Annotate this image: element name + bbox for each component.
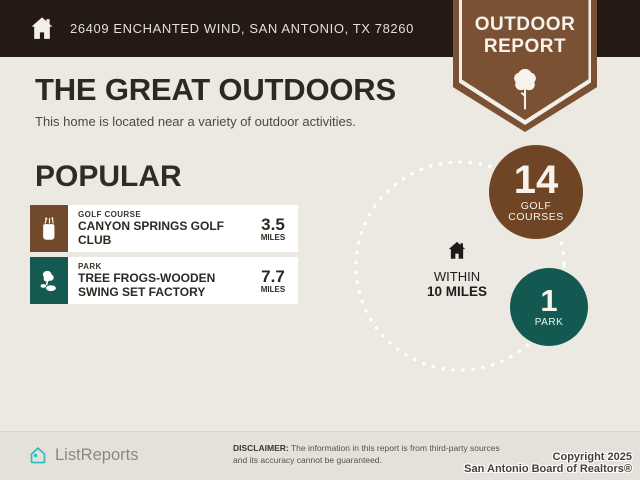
listreports-logo-icon: [30, 447, 46, 464]
disclaimer-label: DISCLAIMER:: [233, 443, 289, 453]
item-distance: 7.7: [261, 266, 285, 286]
golf-label-line2: COURSES: [508, 211, 564, 223]
golf-courses-bubble: 14 GOLF COURSES: [489, 145, 583, 239]
disclaimer-body: The information in this report is from t…: [233, 443, 500, 465]
within-miles: 10 MILES: [426, 284, 488, 299]
item-name: TREE FROGS-WOODEN SWING SET FACTORY: [78, 271, 216, 299]
item-distance: 3.5: [261, 214, 285, 234]
within-radius-label: WITHIN 10 MILES: [397, 240, 517, 299]
within-text: WITHIN: [433, 269, 481, 284]
footer-bar: ListReports DISCLAIMER: The information …: [0, 431, 640, 480]
outdoor-report-badge: OUTDOOR REPORT: [453, 0, 597, 132]
popular-list: GOLF COURSE CANYON SPRINGS GOLF CLUB 3.5…: [30, 205, 298, 309]
house-icon: [448, 241, 466, 259]
tree-icon: [514, 68, 536, 110]
park-tree-icon: [40, 270, 56, 291]
park-bubble: 1 PARK: [510, 268, 588, 346]
golf-label-line1: GOLF: [520, 200, 552, 212]
park-tile: [30, 257, 68, 304]
page-subtitle: This home is located near a variety of o…: [35, 114, 356, 129]
badge-title-line2: REPORT: [483, 36, 567, 57]
popular-heading: POPULAR: [35, 160, 182, 193]
item-distance-unit: MILES: [260, 232, 286, 242]
badge-title-line1: OUTDOOR: [474, 14, 576, 35]
park-count: 1: [540, 283, 558, 318]
item-category: GOLF COURSE: [78, 210, 142, 219]
copyright-notice: Copyright 2025 San Antonio Board of Real…: [464, 451, 632, 475]
copyright-line1: Copyright 2025: [552, 451, 632, 463]
copyright-line2: San Antonio Board of Realtors®: [464, 463, 632, 475]
radius-dotted-circle: [354, 160, 566, 372]
list-item-golf-course: GOLF COURSE CANYON SPRINGS GOLF CLUB 3.5…: [30, 205, 298, 252]
listreports-brand: ListReports: [28, 445, 138, 465]
golf-tile: [30, 205, 68, 252]
page-title: THE GREAT OUTDOORS: [35, 72, 396, 107]
item-category: PARK: [78, 262, 102, 271]
home-icon: [31, 16, 53, 39]
golf-courses-label: GOLF COURSES: [508, 201, 563, 223]
golf-bag-icon: [43, 216, 55, 240]
property-address: 26409 ENCHANTED WIND, SAN ANTONIO, TX 78…: [70, 21, 414, 36]
brand-name: ListReports: [55, 445, 139, 464]
item-distance-unit: MILES: [260, 284, 286, 294]
golf-courses-count: 14: [513, 158, 559, 202]
list-item-park: PARK TREE FROGS-WOODEN SWING SET FACTORY…: [30, 257, 298, 304]
item-name: CANYON SPRINGS GOLF CLUB: [78, 219, 225, 247]
park-label: PARK: [534, 317, 564, 328]
disclaimer-text: DISCLAIMER: The information in this repo…: [233, 443, 501, 466]
